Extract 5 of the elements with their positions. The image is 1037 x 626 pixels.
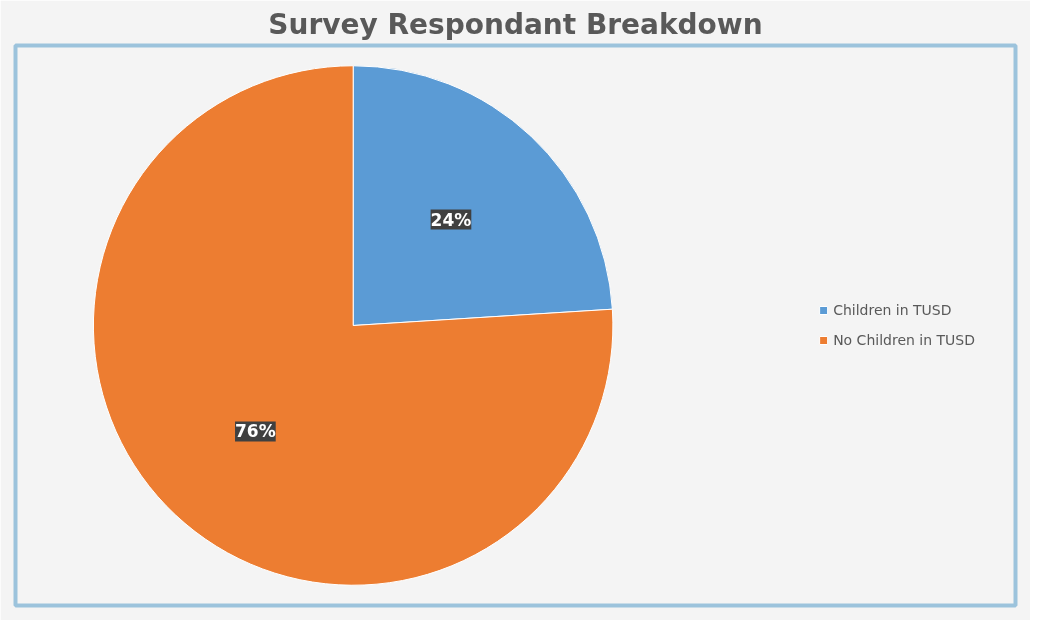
legend-label: No Children in TUSD [833,332,975,348]
data-label: 76% [235,421,276,442]
chart-title: Survey Respondant Breakdown [268,7,763,41]
legend-label: Children in TUSD [833,302,952,318]
data-label: 24% [430,209,472,230]
